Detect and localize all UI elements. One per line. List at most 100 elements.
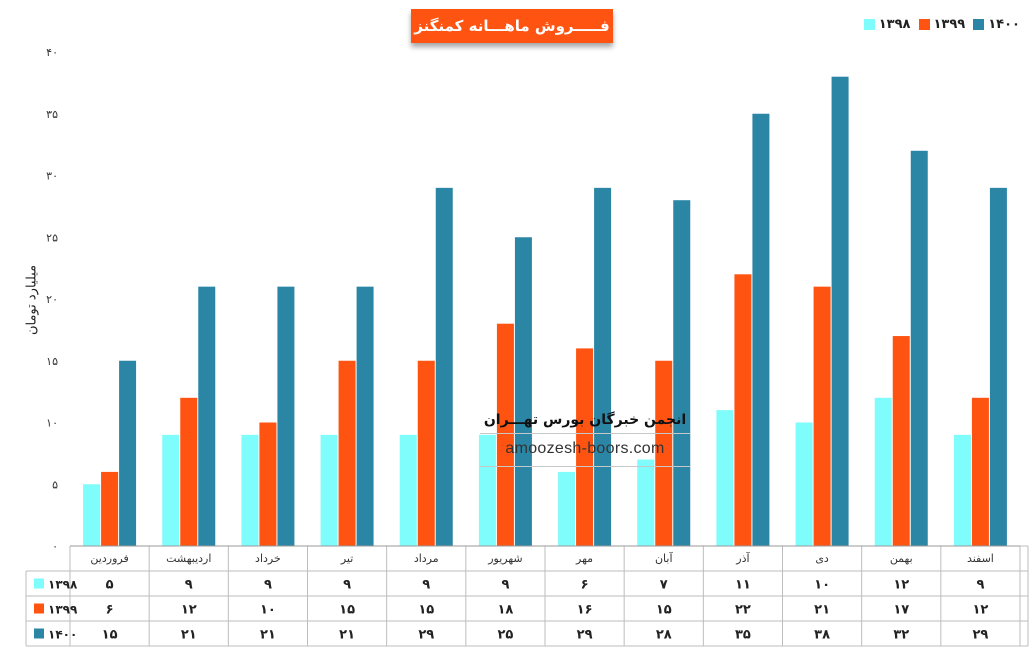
legend-label-1399: ۱۳۹۹ bbox=[933, 16, 966, 32]
bar-0-0 bbox=[83, 484, 101, 546]
y-tick-label: ۵ bbox=[52, 478, 58, 491]
bar-1-5 bbox=[496, 323, 514, 546]
table-cell: ۱۷ bbox=[893, 603, 909, 618]
x-tick-label: مهر bbox=[575, 552, 593, 565]
bar-2-8 bbox=[752, 113, 770, 546]
table-cell: ۱۵ bbox=[656, 603, 672, 618]
table-series-name: ۱۳۹۸ bbox=[48, 578, 78, 592]
legend-label-1398: ۱۳۹۸ bbox=[878, 16, 911, 32]
table-swatch-1 bbox=[34, 603, 44, 614]
watermark-url: amoozesh-boors.com bbox=[480, 434, 690, 467]
bar-2-11 bbox=[989, 187, 1007, 546]
watermark-title: انجمن خبرگان بورس تهـــران bbox=[480, 412, 690, 434]
legend-label-1400: ۱۴۰۰ bbox=[988, 16, 1020, 32]
bar-0-4 bbox=[399, 434, 417, 546]
table-cell: ۳۲ bbox=[893, 628, 909, 643]
y-tick-label: ۳۵ bbox=[46, 108, 58, 121]
table-cell: ۱۵ bbox=[102, 628, 118, 643]
bar-0-7 bbox=[637, 459, 655, 546]
table-cell: ۲۹ bbox=[577, 628, 593, 643]
legend-item-1399: ۱۳۹۹ bbox=[918, 16, 966, 32]
bar-2-3 bbox=[356, 286, 374, 546]
bar-2-7 bbox=[673, 200, 691, 546]
y-tick-label: ۱۵ bbox=[46, 355, 58, 368]
x-tick-label: بهمن bbox=[890, 552, 913, 565]
bar-1-0 bbox=[101, 471, 119, 546]
bar-0-10 bbox=[874, 397, 892, 546]
table-cell: ۱۵ bbox=[418, 603, 434, 618]
x-tick-label: اردیبهشت bbox=[166, 552, 211, 565]
bar-1-7 bbox=[655, 360, 673, 546]
y-tick-label: ۲۵ bbox=[46, 231, 58, 244]
table-cell: ۱۶ bbox=[577, 603, 593, 618]
table-cell: ۹ bbox=[422, 578, 430, 593]
table-cell: ۲۱ bbox=[260, 628, 276, 643]
bar-0-1 bbox=[162, 434, 180, 546]
x-tick-label: آذر bbox=[735, 551, 750, 565]
table-cell: ۲۹ bbox=[418, 628, 434, 643]
bar-0-3 bbox=[320, 434, 338, 546]
bar-0-2 bbox=[241, 434, 259, 546]
legend-swatch-1398 bbox=[863, 18, 875, 30]
bar-1-4 bbox=[417, 360, 435, 546]
watermark: انجمن خبرگان بورس تهـــران amoozesh-boor… bbox=[480, 412, 690, 467]
bar-1-6 bbox=[576, 348, 594, 546]
bar-1-10 bbox=[892, 336, 910, 546]
table-cell: ۹ bbox=[343, 578, 351, 593]
table-cell: ۱۰ bbox=[814, 578, 830, 593]
table-cell: ۱۱ bbox=[735, 578, 751, 593]
table-cell: ۳۵ bbox=[735, 628, 751, 643]
table-cell: ۲۱ bbox=[339, 628, 355, 643]
table-cell: ۱۲ bbox=[181, 603, 197, 618]
table-swatch-0 bbox=[34, 578, 44, 589]
table-cell: ۹ bbox=[264, 578, 272, 593]
data-table: فروردین اردیبهشت خرداد تیر مرداد شهریور مهر آبا… bbox=[25, 545, 1029, 647]
bar-0-6 bbox=[558, 471, 576, 546]
y-tick-label: ۴۰ bbox=[46, 46, 58, 59]
legend-item-1400: ۱۴۰۰ bbox=[973, 17, 1020, 32]
table-cell: ۱۵ bbox=[339, 603, 355, 618]
bar-1-3 bbox=[338, 360, 356, 546]
y-tick-label: ۰ bbox=[52, 540, 58, 553]
table-cell: ۲۵ bbox=[497, 628, 513, 643]
bar-2-6 bbox=[594, 187, 612, 546]
table-cell: ۶ bbox=[581, 578, 589, 593]
y-axis-label: میلیارد تومان bbox=[24, 264, 40, 336]
bars-layer bbox=[83, 76, 1007, 547]
table-cell: ۲۹ bbox=[972, 628, 988, 643]
bar-0-8 bbox=[716, 410, 734, 546]
table-cell: ۲۱ bbox=[181, 628, 197, 643]
bar-2-9 bbox=[831, 76, 849, 546]
table-cell: ۱۲ bbox=[893, 578, 909, 593]
table-cell: ۹ bbox=[501, 578, 509, 593]
table-swatch-2 bbox=[34, 628, 44, 639]
bar-0-5 bbox=[478, 434, 496, 546]
bar-2-1 bbox=[198, 286, 216, 546]
x-tick-label: شهریور bbox=[487, 552, 522, 565]
table-cell: ۹ bbox=[185, 578, 193, 593]
bar-0-9 bbox=[795, 422, 813, 546]
x-tick-label: خرداد bbox=[255, 552, 281, 565]
table-cell: ۵ bbox=[106, 578, 114, 593]
x-tick-label: آبان bbox=[655, 551, 673, 565]
table-series-name: ۱۳۹۹ bbox=[48, 603, 78, 617]
table-cell: ۲۸ bbox=[656, 628, 672, 643]
y-tick-label: ۳۰ bbox=[46, 170, 58, 183]
table-cell: ۱۲ bbox=[972, 603, 988, 618]
bar-1-11 bbox=[971, 397, 989, 546]
legend-swatch-1400 bbox=[973, 18, 985, 30]
x-tick-label: دی bbox=[815, 552, 829, 565]
bar-1-8 bbox=[734, 274, 752, 546]
chart-title: فـــــروش ماهـــانه کمنگنز bbox=[411, 9, 613, 43]
table-cell: ۳۸ bbox=[814, 628, 830, 643]
legend-item-1398: ۱۳۹۸ bbox=[863, 16, 911, 32]
table-series-name: ۱۴۰۰ bbox=[48, 628, 77, 642]
y-axis-ticks: ۰ ۵ ۱۰ ۱۵ ۲۰ ۲۵ ۳۰ ۳۵ ۴۰ bbox=[46, 46, 58, 553]
bar-0-11 bbox=[953, 434, 971, 546]
bar-1-1 bbox=[180, 397, 198, 546]
legend-swatch-1399 bbox=[918, 18, 930, 30]
bar-2-10 bbox=[910, 150, 928, 547]
y-tick-label: ۲۰ bbox=[46, 293, 58, 306]
bar-1-2 bbox=[259, 422, 277, 546]
